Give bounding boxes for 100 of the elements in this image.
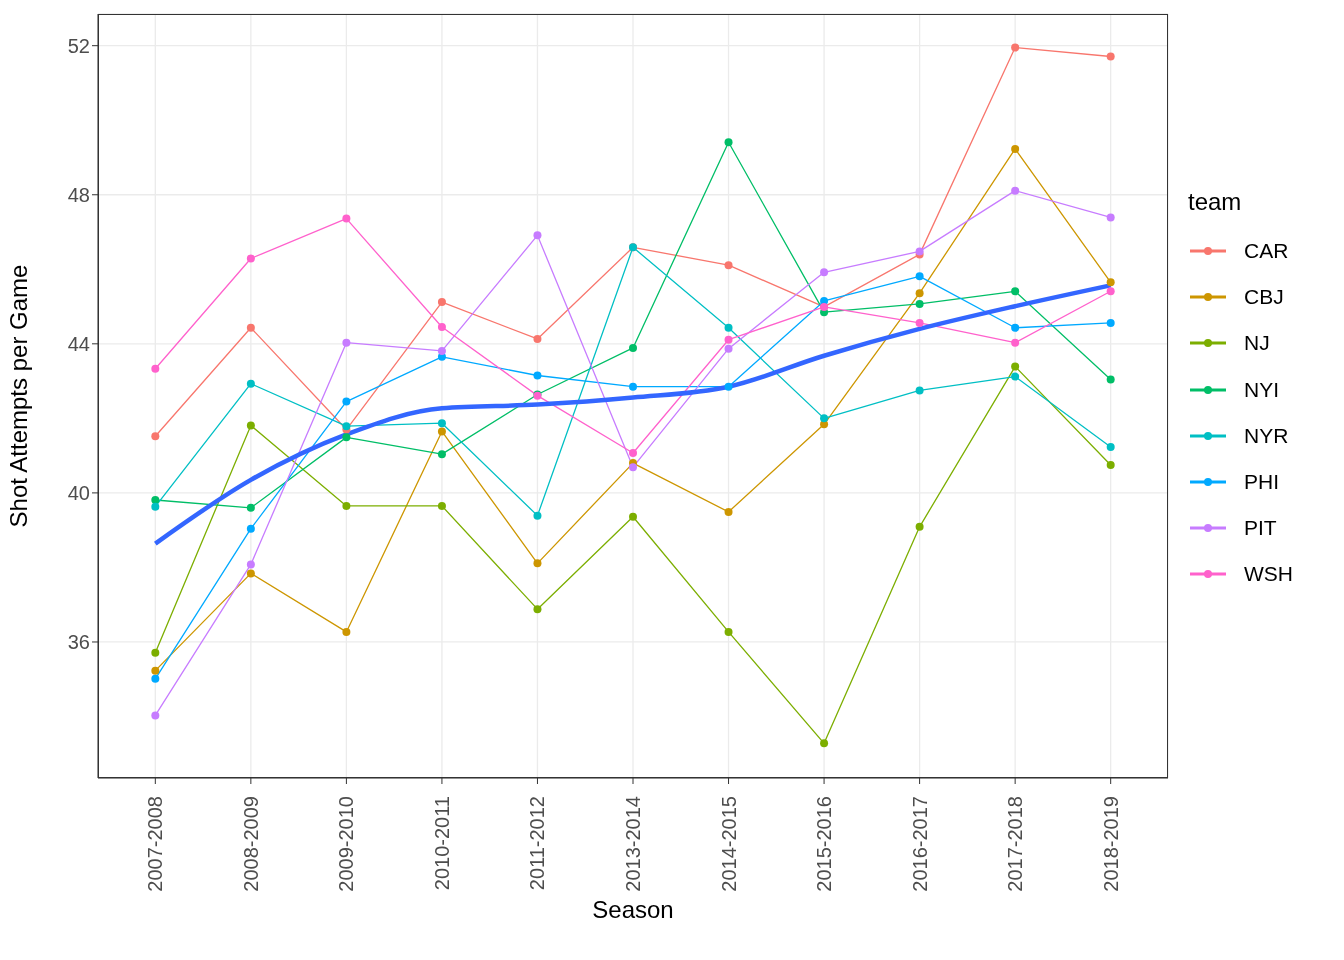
point <box>246 524 255 533</box>
point <box>342 433 351 442</box>
point <box>246 560 255 569</box>
legend-label: WSH <box>1244 562 1293 587</box>
x-tick-label: 2009-2010 <box>335 796 358 892</box>
point <box>246 254 255 263</box>
legend-label: NJ <box>1244 331 1270 356</box>
point <box>629 512 637 521</box>
point <box>151 674 160 683</box>
point <box>1106 52 1115 61</box>
point <box>533 511 542 520</box>
point <box>724 627 733 636</box>
point <box>629 382 637 391</box>
point <box>246 421 255 430</box>
point <box>1011 144 1020 153</box>
point <box>533 371 542 380</box>
point <box>724 344 733 353</box>
point <box>629 343 637 352</box>
point <box>1011 287 1020 296</box>
x-tick-label: 2018-2019 <box>1099 796 1122 892</box>
point <box>1011 43 1020 52</box>
x-tick-label: 2011-2012 <box>526 796 549 891</box>
point <box>629 449 637 458</box>
point <box>533 559 542 568</box>
point <box>724 507 733 516</box>
point <box>1106 213 1115 222</box>
point <box>1106 443 1115 452</box>
point <box>1011 338 1020 347</box>
point <box>246 569 255 578</box>
legend-label: NYI <box>1244 377 1280 402</box>
point <box>437 501 446 510</box>
legend-label: CBJ <box>1244 285 1284 310</box>
point <box>342 338 351 347</box>
point <box>342 214 351 223</box>
point <box>1106 460 1115 469</box>
point <box>1106 278 1115 287</box>
point <box>151 666 160 675</box>
legend-label: PIT <box>1244 516 1277 541</box>
point <box>915 272 924 281</box>
legend-label: PHI <box>1244 470 1280 495</box>
point <box>724 138 733 147</box>
point <box>437 298 446 307</box>
y-tick-label: 40 <box>67 482 90 504</box>
point <box>151 432 160 441</box>
point <box>724 261 733 270</box>
point <box>724 382 733 391</box>
x-tick-label: 2007-2008 <box>144 796 167 892</box>
point <box>915 299 924 308</box>
x-tick-label: 2008-2009 <box>239 796 262 892</box>
point <box>246 379 255 388</box>
point <box>151 502 160 511</box>
point <box>151 711 160 720</box>
x-axis-title: Season <box>592 896 674 923</box>
legend-title: team <box>1188 188 1243 216</box>
point <box>915 386 924 395</box>
x-tick-label: 2016-2017 <box>908 796 931 892</box>
x-tick-label: 2010-2011 <box>430 796 453 891</box>
y-tick-label: 48 <box>67 183 90 206</box>
x-tick-label: 2013-2014 <box>622 796 644 892</box>
point <box>342 501 351 510</box>
point <box>1106 318 1115 327</box>
point <box>915 289 924 298</box>
point <box>342 627 351 636</box>
point <box>724 335 733 344</box>
point <box>1011 186 1020 195</box>
point <box>1106 375 1115 384</box>
point <box>724 323 733 332</box>
legend-label: CAR <box>1244 239 1289 264</box>
point <box>437 346 446 355</box>
point <box>246 323 255 332</box>
point <box>1011 323 1020 332</box>
point <box>437 450 446 459</box>
point <box>246 503 255 512</box>
point <box>437 419 446 428</box>
point <box>915 522 924 531</box>
point <box>629 463 637 472</box>
point <box>820 739 829 748</box>
legend-label: NYR <box>1244 423 1289 448</box>
point <box>437 323 446 332</box>
point <box>533 605 542 614</box>
point <box>533 231 542 240</box>
point <box>820 414 829 423</box>
point <box>151 648 160 657</box>
point <box>151 495 160 504</box>
y-tick-label: 36 <box>67 631 90 654</box>
x-tick-label: 2017-2018 <box>1004 796 1027 892</box>
y-tick-label: 52 <box>67 34 90 57</box>
point <box>437 427 446 436</box>
point <box>1011 362 1020 371</box>
y-tick-label: 44 <box>67 332 90 355</box>
point <box>1011 372 1020 381</box>
point <box>1106 287 1115 296</box>
point <box>820 268 829 277</box>
x-tick-label: 2014-2015 <box>717 796 740 892</box>
x-tick-label: 2015-2016 <box>813 796 836 892</box>
point <box>533 334 542 343</box>
point <box>342 397 351 406</box>
y-axis-title: Shot Attempts per Game <box>4 264 32 528</box>
point <box>151 364 160 373</box>
point <box>915 318 924 327</box>
